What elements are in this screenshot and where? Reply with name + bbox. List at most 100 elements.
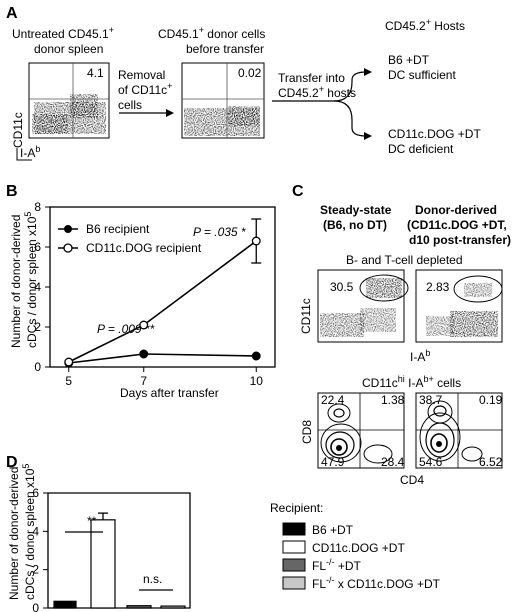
panel-a-label: A [6,5,18,22]
b-ytick-label-0: 0 [34,360,41,374]
contour-plot-steady-state [317,392,405,469]
b-point-0-2 [251,351,261,361]
c-q2-bl: 54.6 [419,455,443,469]
c-col2-line2: (CD11c.DOG +DT, [407,218,507,232]
c-q2-tr: 0.19 [479,393,503,407]
b-ytick-label-3: 6 [34,240,41,254]
d-sig-2: n.s. [143,572,162,586]
removal-line2: of CD11c+ [118,81,172,97]
legend-swatch-0 [282,522,306,536]
removal-line3: cells [118,98,142,112]
b-point-0-1 [139,349,149,359]
c-col2-line3: d10 post-transfer) [409,233,511,247]
b-ytick-label-4: 8 [34,200,41,214]
b-xtick-label-2: 10 [250,374,264,388]
c-col2-line1: Donor-derived [415,203,497,217]
c-q1-tl: 22.4 [321,393,345,407]
d-ylabel-line2: cDCs / donor spleen x105 [21,464,37,600]
c-q2-br: 6.52 [479,455,503,469]
b-point-1-0 [64,357,74,367]
d-ytick-label-1: 2 [32,563,39,577]
contour-plot-donor-derived [415,392,503,469]
b-xtick-label-0: 5 [65,374,72,388]
b-ylabel-line1: Number of donor-derived [9,215,23,348]
panel-d-label: D [6,454,18,471]
flow-plot-steady-state [317,269,409,343]
removal-line1: Removal [118,68,165,82]
flow-plot-donor [28,62,110,139]
b-series-line-0 [68,353,257,364]
b-point-1-2 [251,236,261,246]
b-ytick-label-2: 4 [34,280,41,294]
transfer-line2: CD45.2+ hosts [278,84,356,100]
b-legend-1: CD11c.DOG recipient [86,241,202,255]
b-legend: B6 recipient CD11c.DOG recipient [58,222,202,255]
donor-title-line1: Untreated CD45.1+ [12,25,114,41]
d-plot-frame [47,492,191,609]
a-yaxis-label: CD11c [11,112,25,148]
d-bar-1 [90,519,116,609]
b-xtick-label-1: 7 [140,374,147,388]
b-pvalue-2: P = .035 * [193,225,246,239]
d-bar-3 [160,605,186,609]
legend-swatch-2 [282,558,306,572]
flow-plot-donor-derived [415,269,503,343]
arrow-removal [119,109,174,117]
transfer-line1: Transfer into [278,71,345,85]
c-yaxis: CD11c [299,298,313,334]
legend-swatch-3 [282,576,306,590]
panel-c-label: C [292,183,304,200]
d-legend-0: B6 +DT [312,523,354,537]
c-depleted: B- and T-cell depleted [346,253,463,267]
hosts-title: CD45.2+ Hosts [385,17,465,33]
d-bar-2 [126,605,152,609]
d-legend: B6 +DT CD11c.DOG +DT FL-/- +DT FL-/- x C… [282,522,441,591]
c-q2-tl: 38.7 [419,393,443,407]
c-q1-tr: 1.38 [381,393,405,407]
host1-line1: B6 +DT [388,53,430,67]
a-xaxis-label: I-Ab [20,144,40,160]
d-ytick-label-3: 6 [32,486,39,500]
d-legend-title: Recipient: [270,501,323,515]
legend-marker-filled [64,225,72,233]
legend-marker-open [63,243,73,253]
host1-line2: DC sufficient [388,68,456,82]
before-title-line2: before transfer [186,42,264,56]
c-col1-line1: Steady-state [320,203,392,217]
c-xaxis2: CD4 [400,473,424,487]
c-xaxis: I-Ab [410,348,430,364]
b-legend-0: B6 recipient [86,222,150,236]
c-yaxis2: CD8 [300,420,314,444]
b-ytick-label-1: 2 [34,320,41,334]
before-title-line1: CD45.1+ donor cells [158,25,265,41]
d-bar-0 [53,600,77,609]
a-axis-corner [16,148,32,161]
c-q1-bl: 47.9 [321,455,345,469]
legend-swatch-1 [282,540,306,554]
d-legend-2: FL-/- +DT [312,557,362,573]
d-ylabel-line1: Number of donor-derived [7,467,21,600]
c-q1-br: 28.4 [381,455,405,469]
d-legend-1: CD11c.DOG +DT [312,541,405,555]
plot1-value: 4.1 [87,66,104,80]
arrow-transfer-split [272,68,372,140]
c-gate1: 30.5 [330,280,354,294]
flow-plot-before-transfer [181,62,265,139]
d-sig-1: ** [87,514,97,528]
c-gate2: 2.83 [426,280,450,294]
host2-line1: CD11c.DOG +DT [388,127,481,141]
b-point-1-1 [139,320,149,330]
line-chart: 0 2 4 6 8 5 7 10 [34,200,276,388]
plot2-value: 0.02 [238,66,262,80]
b-xlabel: Days after transfer [120,386,219,400]
d-ytick-label-2: 4 [32,524,39,538]
b-series-line-1 [68,240,257,363]
host2-line2: DC deficient [388,142,454,156]
panel-b-label: B [6,183,18,200]
bar-chart: 0 2 4 6 [32,486,191,612]
d-legend-3: FL-/- x CD11c.DOG +DT [312,575,441,591]
c-col1-line2: (B6, no DT) [323,218,387,232]
donor-title-line2: donor spleen [34,42,103,56]
c-subset-title: CD11chi I-Ab+ cells [362,374,461,390]
